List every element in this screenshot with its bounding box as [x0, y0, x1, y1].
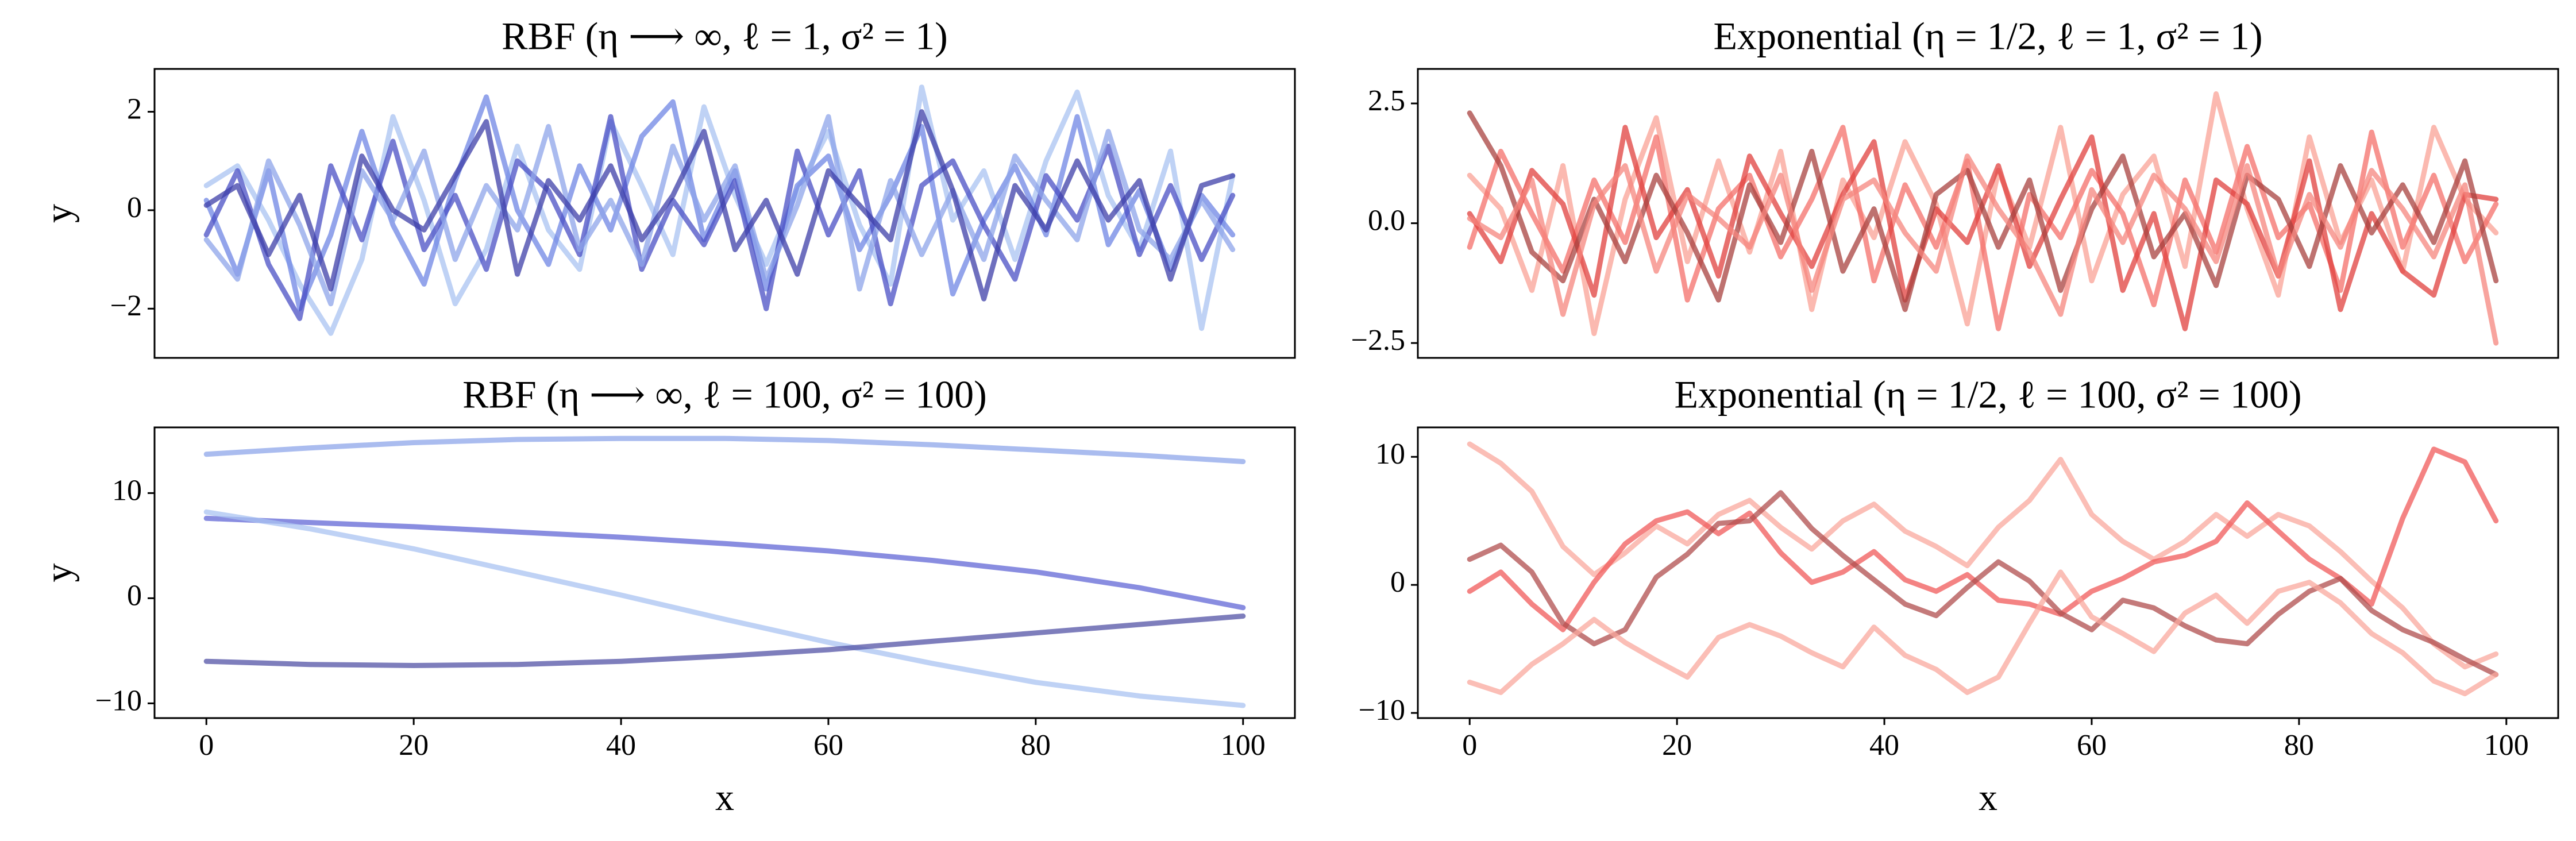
y-tick-label: 0 [127, 579, 142, 612]
y-tick-label: 10 [112, 474, 142, 507]
y-tick-label: −10 [1359, 694, 1405, 727]
plot-frame [1417, 426, 2559, 719]
series-line [203, 515, 1246, 611]
series-line [1467, 446, 2499, 632]
subplot-title: RBF (η ⟶ ∞, ℓ = 100, σ² = 100) [462, 373, 987, 416]
subplot-title: RBF (η ⟶ ∞, ℓ = 1, σ² = 1) [502, 14, 948, 58]
x-axis-label: x [715, 777, 734, 819]
series-line [1467, 441, 2499, 670]
y-tick-label: 0.0 [1368, 205, 1405, 237]
series-line [1467, 569, 2499, 697]
y-tick-label: 2.5 [1368, 84, 1405, 117]
x-axis-label: x [1979, 777, 1997, 819]
series-line [1467, 125, 2499, 331]
x-tick-label: 100 [2484, 729, 2529, 762]
series-line [1467, 490, 2499, 677]
y-axis-label: y [38, 204, 80, 223]
x-tick-label: 0 [1462, 729, 1477, 762]
x-tick-label: 80 [2284, 729, 2314, 762]
x-tick-label: 40 [606, 729, 636, 762]
y-axis-label: y [38, 564, 80, 582]
series-line [203, 109, 1236, 302]
series-line [203, 509, 1246, 708]
x-tick-label: 40 [1869, 729, 1899, 762]
series-line [1467, 153, 2499, 346]
x-tick-label: 0 [199, 729, 214, 762]
series-line [203, 614, 1246, 668]
y-tick-label: 10 [1375, 438, 1405, 470]
series-line [203, 94, 1236, 311]
subplot-title: Exponential (η = 1/2, ℓ = 100, σ² = 100) [1675, 373, 2302, 416]
subplot-title: Exponential (η = 1/2, ℓ = 1, σ² = 1) [1714, 14, 2263, 58]
x-tick-label: 20 [399, 729, 429, 762]
y-tick-label: 0 [1390, 566, 1405, 599]
y-tick-label: 2 [127, 92, 142, 125]
y-tick-label: −10 [95, 684, 142, 717]
y-tick-label: 0 [127, 191, 142, 224]
x-tick-label: 60 [813, 729, 843, 762]
plot-frame [153, 426, 1296, 719]
y-tick-label: −2.5 [1351, 324, 1405, 357]
plot-frame [153, 68, 1296, 359]
series-line [203, 435, 1246, 464]
plot-frame [1417, 68, 2559, 359]
x-tick-label: 20 [1662, 729, 1692, 762]
x-tick-label: 60 [2077, 729, 2107, 762]
y-tick-label: −2 [110, 290, 142, 322]
x-tick-label: 100 [1221, 729, 1266, 762]
x-tick-label: 80 [1021, 729, 1051, 762]
